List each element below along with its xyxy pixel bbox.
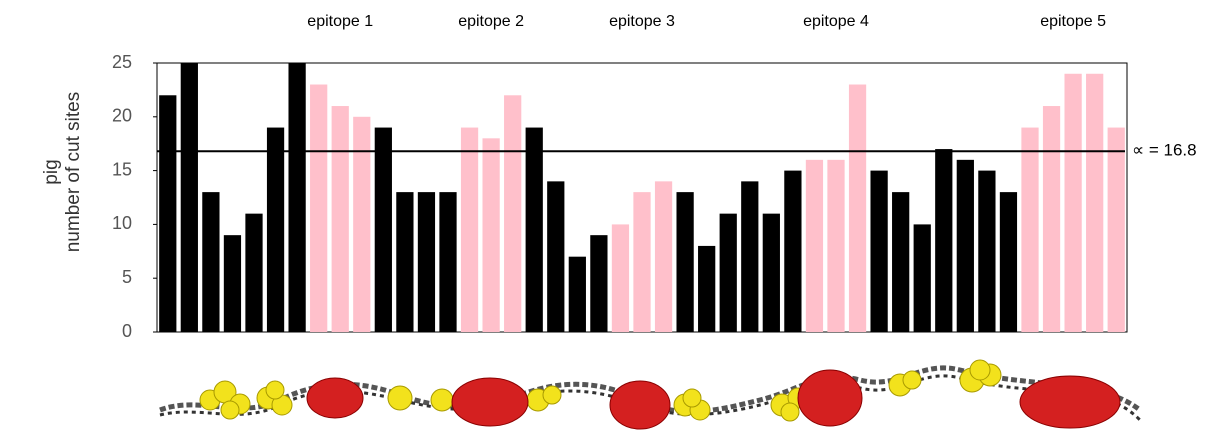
bar (224, 235, 241, 332)
bar (741, 181, 758, 332)
epitope-label: epitope 2 (458, 13, 524, 30)
y-tick-label: 25 (112, 52, 132, 72)
bar (159, 95, 176, 332)
y-axis-label: number of cut sites (63, 92, 84, 253)
bar (418, 192, 435, 332)
bar (1086, 74, 1103, 332)
bar (957, 160, 974, 332)
bar (396, 192, 413, 332)
bar (482, 138, 499, 332)
bar (310, 85, 327, 332)
bar (1108, 128, 1125, 332)
bar (763, 214, 780, 332)
bar (892, 192, 909, 332)
bar (698, 246, 715, 332)
bar (1043, 106, 1060, 332)
bar (375, 128, 392, 332)
epitope-label: epitope 3 (609, 13, 675, 30)
y-tick-label: 20 (112, 106, 132, 126)
bar (870, 171, 887, 332)
bar (267, 128, 284, 332)
bar (547, 181, 564, 332)
y-tick-label: 10 (112, 213, 132, 233)
bar (504, 95, 521, 332)
bar (784, 171, 801, 332)
bar (914, 224, 931, 332)
chart: pig number of cut sites 0 5 10 15 20 25 epitop… (0, 0, 1231, 439)
y-axis-label: pig (41, 159, 62, 184)
bar (806, 160, 823, 332)
bar (849, 85, 866, 332)
y-tick-label: 5 (122, 267, 132, 287)
y-tick-label: 15 (112, 159, 132, 179)
epitope-label: epitope 4 (803, 13, 869, 30)
bar (633, 192, 650, 332)
epitope-label: epitope 5 (1040, 13, 1106, 30)
bar (720, 214, 737, 332)
bar (935, 149, 952, 332)
bar (612, 224, 629, 332)
bar (978, 171, 995, 332)
bar (676, 192, 693, 332)
epitope-label: epitope 1 (307, 13, 373, 30)
bar (590, 235, 607, 332)
bar (439, 192, 456, 332)
bar (1021, 128, 1038, 332)
bar (181, 63, 198, 332)
bar (461, 128, 478, 332)
mean-label: ∝ = 16.8 (1132, 141, 1197, 160)
bar (288, 63, 305, 332)
bar (655, 181, 672, 332)
bar (569, 257, 586, 332)
bar (1064, 74, 1081, 332)
bar (245, 214, 262, 332)
protein-structure (160, 360, 1140, 429)
bar (353, 117, 370, 332)
bar (1000, 192, 1017, 332)
bar (332, 106, 349, 332)
y-tick-label: 0 (122, 321, 132, 341)
bar (827, 160, 844, 332)
bar (526, 128, 543, 332)
bar (202, 192, 219, 332)
